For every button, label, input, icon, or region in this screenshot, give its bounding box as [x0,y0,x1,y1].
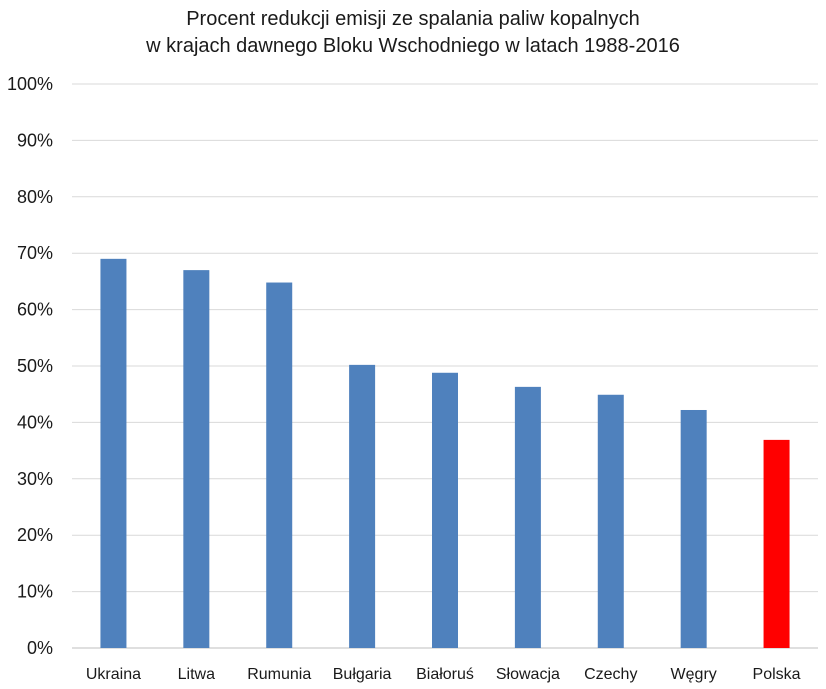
x-tick-label: Bułgaria [333,666,392,683]
x-tick-label: Ukraina [86,666,141,683]
x-tick-label: Litwa [178,666,215,683]
x-tick-label: Węgry [671,666,717,683]
bar [763,439,790,648]
y-tick-label: 70% [17,243,53,263]
x-tick-label: Słowacja [496,666,560,683]
y-tick-label: 100% [7,74,53,94]
chart-title-line-2: w krajach dawnego Bloku Wschodniego w la… [146,35,680,57]
x-tick-label: Polska [753,666,801,683]
bar [349,364,376,648]
y-tick-label: 30% [17,469,53,489]
y-tick-label: 20% [17,525,53,545]
bar [100,258,127,648]
x-tick-label: Białoruś [416,666,474,683]
y-tick-label: 80% [17,187,53,207]
y-tick-label: 10% [17,582,53,602]
bar [266,282,293,648]
y-tick-label: 60% [17,300,53,320]
y-tick-label: 90% [17,130,53,150]
y-tick-label: 0% [27,638,53,658]
bar [514,386,541,648]
x-tick-label: Czechy [584,666,637,683]
bar [183,270,210,648]
chart-title-line-1: Procent redukcji emisji ze spalania pali… [186,8,640,30]
bar [597,394,624,648]
bar [680,409,707,648]
y-tick-label: 50% [17,356,53,376]
bar [432,372,458,648]
y-tick-label: 40% [17,412,53,432]
x-tick-label: Rumunia [247,666,311,683]
